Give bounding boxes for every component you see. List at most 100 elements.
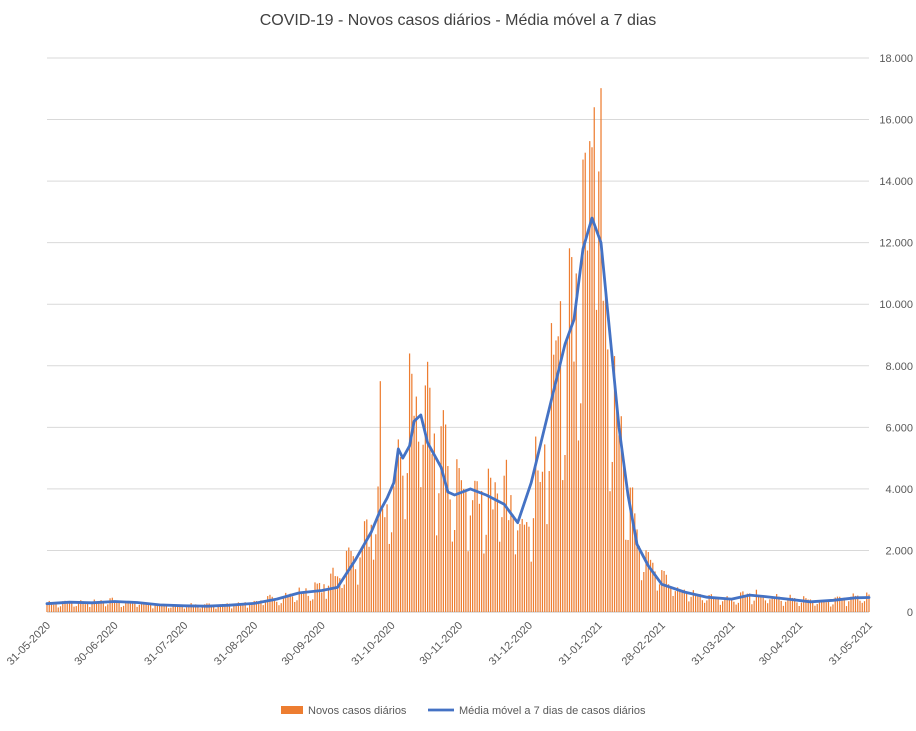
x-tick-label: 28-02-2021 — [620, 620, 668, 668]
bar — [818, 602, 821, 612]
bar — [156, 604, 158, 612]
bar — [408, 353, 411, 612]
bar — [127, 601, 129, 612]
bar — [213, 605, 215, 612]
bar — [235, 604, 237, 612]
y-tick-label: 14.000 — [879, 176, 913, 188]
bar — [167, 608, 170, 612]
bar — [456, 459, 458, 612]
bar — [809, 599, 812, 612]
x-axis-ticks: 31-05-2020 30-06-2020 31-07-2020 31-08-2020… — [5, 620, 875, 668]
bar — [717, 597, 719, 612]
bar — [667, 584, 670, 612]
bar — [447, 466, 449, 612]
bar — [129, 602, 131, 612]
bar — [62, 601, 64, 612]
bar — [399, 457, 402, 612]
bar — [625, 539, 627, 612]
bar — [791, 597, 794, 612]
bar — [501, 517, 503, 612]
bar — [458, 468, 460, 612]
bar — [812, 601, 814, 612]
bar — [332, 567, 334, 612]
bar — [170, 607, 172, 612]
bar — [118, 601, 120, 612]
bar — [490, 477, 492, 612]
bar — [863, 601, 866, 612]
legend-line-label: Média móvel a 7 dias de casos diários — [459, 705, 646, 717]
bar — [760, 597, 762, 612]
bar — [111, 597, 113, 612]
bar — [712, 597, 715, 612]
bar — [282, 598, 285, 612]
bar — [260, 600, 262, 612]
y-axis-ticks: 0 2.000 4.000 6.000 8.000 10.000 12.000 14.000 1… — [879, 53, 913, 619]
bar — [740, 592, 742, 612]
bar — [476, 481, 478, 612]
bar — [640, 580, 643, 612]
bar — [186, 607, 188, 612]
bar — [841, 600, 843, 612]
bar — [314, 582, 316, 612]
bar — [242, 604, 244, 612]
bar — [363, 521, 366, 612]
bar — [82, 601, 84, 612]
bar — [532, 518, 535, 612]
bar — [595, 309, 598, 612]
bar — [755, 589, 758, 612]
bar — [192, 605, 195, 612]
x-tick-label: 30-09-2020 — [280, 620, 328, 668]
bar — [710, 594, 712, 612]
bar — [699, 594, 701, 612]
bar — [197, 605, 199, 612]
bar — [426, 361, 429, 612]
bar — [503, 475, 505, 612]
bar — [557, 336, 559, 612]
bar — [222, 603, 224, 612]
bar — [796, 602, 798, 612]
bar — [255, 601, 258, 612]
x-tick-label: 31-12-2020 — [487, 620, 535, 668]
bar — [177, 605, 179, 612]
bar — [397, 439, 399, 612]
bar — [483, 553, 485, 612]
y-tick-label: 2.000 — [885, 545, 913, 557]
chart-title: COVID-19 - Novos casos diários - Média m… — [259, 12, 657, 29]
bar — [143, 603, 145, 612]
bar — [629, 487, 631, 612]
bar — [825, 602, 827, 612]
bar — [165, 604, 167, 612]
bar — [487, 468, 490, 612]
bar — [753, 600, 755, 612]
bar — [622, 465, 625, 612]
bar — [357, 584, 359, 612]
bar — [800, 602, 803, 612]
bar — [343, 584, 345, 612]
bar — [690, 596, 692, 612]
bar — [683, 589, 685, 612]
bar — [161, 604, 163, 612]
bar — [474, 480, 476, 612]
bar — [654, 571, 656, 612]
bar — [233, 605, 235, 612]
bar — [631, 487, 634, 612]
bar — [224, 604, 226, 612]
bar — [80, 600, 82, 612]
bar — [48, 600, 50, 612]
bar — [372, 559, 375, 612]
bar — [402, 475, 404, 612]
x-tick-label: 31-03-2021 — [689, 620, 737, 668]
bar — [510, 495, 512, 612]
bar — [609, 491, 611, 612]
bar — [616, 407, 618, 612]
bar — [478, 503, 481, 612]
moving-average-line — [45, 216, 871, 608]
bar — [125, 601, 127, 612]
bar — [55, 603, 57, 612]
x-tick-label: 30-04-2021 — [757, 620, 805, 668]
bar — [120, 607, 122, 612]
bar — [805, 598, 807, 612]
bar — [393, 486, 395, 612]
bar — [415, 396, 417, 612]
bar — [517, 530, 519, 612]
